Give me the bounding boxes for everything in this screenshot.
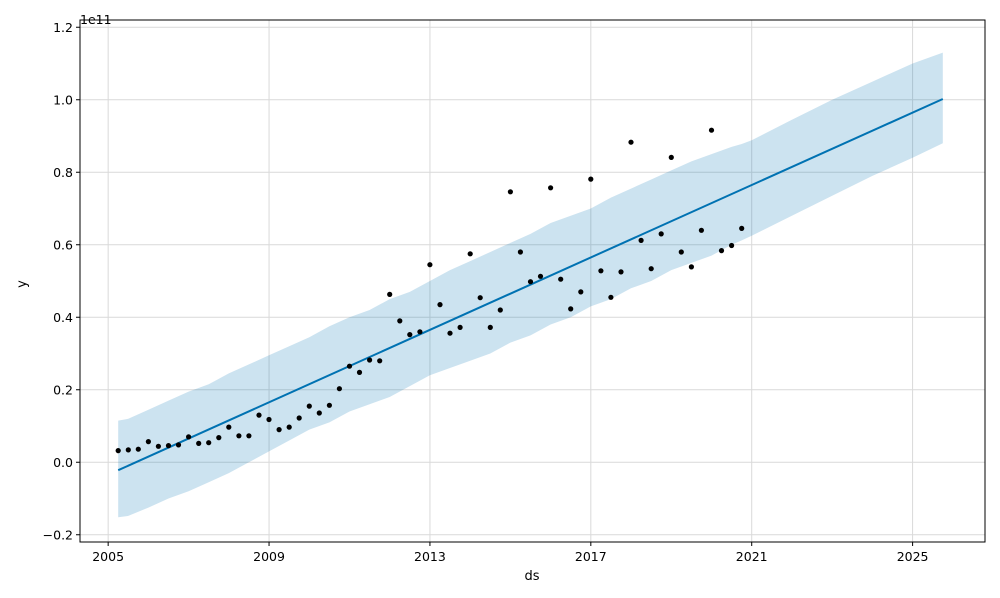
actual-point bbox=[276, 427, 282, 433]
actual-point bbox=[155, 443, 161, 449]
plot-frame bbox=[79, 19, 986, 543]
actual-point bbox=[628, 139, 634, 145]
forecast-line-group bbox=[117, 98, 944, 472]
actual-point bbox=[427, 262, 433, 268]
actual-point bbox=[618, 269, 624, 275]
y-tick-label: 0.2 bbox=[53, 382, 73, 397]
y-tick-label: 1.0 bbox=[53, 92, 73, 107]
actual-point bbox=[588, 176, 594, 182]
y-tick-label: 0.6 bbox=[53, 237, 73, 252]
actual-point bbox=[135, 446, 141, 452]
y-offset-label: 1e11 bbox=[80, 12, 112, 27]
y-tick-label: 0.8 bbox=[53, 165, 73, 180]
actual-point bbox=[507, 189, 513, 195]
actual-point bbox=[688, 264, 695, 270]
actual-point bbox=[548, 185, 554, 191]
actual-point bbox=[125, 447, 131, 453]
actual-point bbox=[718, 248, 725, 254]
actual-point bbox=[739, 225, 745, 231]
y-axis-ticks: −0.2 0.0 0.2 0.4 0.6 0.8 1.0 1.2 bbox=[43, 20, 80, 542]
actual-point bbox=[336, 386, 342, 392]
actual-point bbox=[658, 231, 664, 237]
actual-point bbox=[678, 249, 684, 255]
actual-point bbox=[598, 268, 604, 274]
actual-point bbox=[206, 440, 212, 446]
actual-point bbox=[316, 410, 322, 416]
actual-point bbox=[568, 306, 574, 312]
y-tick-label: −0.2 bbox=[43, 527, 73, 542]
actual-point bbox=[175, 442, 182, 448]
actual-point bbox=[517, 249, 524, 255]
actual-point bbox=[497, 307, 503, 313]
actual-point bbox=[377, 358, 383, 364]
actual-point bbox=[286, 424, 292, 430]
x-tick-label: 2021 bbox=[736, 549, 768, 564]
actual-point bbox=[638, 237, 644, 243]
y-tick-label: 0.4 bbox=[53, 310, 73, 325]
actual-point bbox=[467, 251, 473, 257]
actual-point bbox=[437, 302, 443, 308]
x-tick-label: 2017 bbox=[575, 549, 607, 564]
actual-point bbox=[186, 434, 192, 440]
actual-point bbox=[397, 318, 403, 324]
y-tick-label: 1.2 bbox=[53, 20, 73, 35]
actual-point bbox=[527, 279, 534, 285]
actual-point bbox=[608, 294, 614, 300]
actual-point bbox=[216, 435, 222, 441]
actual-point bbox=[648, 266, 654, 272]
actual-point bbox=[367, 357, 373, 363]
gridlines bbox=[80, 20, 985, 542]
x-tick-label: 2009 bbox=[253, 549, 285, 564]
actual-point bbox=[537, 273, 544, 279]
actual-point bbox=[578, 289, 584, 295]
actual-point bbox=[729, 242, 735, 249]
x-axis-ticks: 2005 2009 2013 2017 2021 2025 bbox=[92, 542, 929, 564]
actual-point bbox=[668, 154, 674, 160]
y-tick-label: 0.0 bbox=[53, 455, 73, 470]
actual-point bbox=[145, 439, 151, 445]
actual-points bbox=[115, 127, 745, 454]
actual-point bbox=[165, 443, 172, 449]
actual-point bbox=[558, 276, 564, 282]
actual-point bbox=[256, 412, 262, 418]
forecast-line bbox=[117, 98, 944, 472]
actual-point bbox=[356, 369, 363, 375]
x-tick-label: 2013 bbox=[414, 549, 446, 564]
actual-point bbox=[246, 433, 252, 439]
actual-point bbox=[236, 433, 242, 439]
actual-point bbox=[487, 324, 493, 330]
y-axis-label: y bbox=[15, 280, 30, 288]
actual-point bbox=[326, 402, 332, 408]
actual-point bbox=[266, 416, 272, 423]
actual-point bbox=[407, 332, 413, 338]
actual-point bbox=[387, 291, 393, 297]
x-axis-label: ds bbox=[524, 569, 539, 584]
actual-point bbox=[196, 440, 202, 446]
actual-point bbox=[417, 329, 423, 335]
x-tick-label: 2005 bbox=[92, 549, 124, 564]
actual-point bbox=[296, 415, 302, 421]
actual-point bbox=[115, 448, 121, 454]
actual-point bbox=[477, 295, 483, 301]
actual-point bbox=[306, 403, 312, 409]
actual-point bbox=[447, 330, 453, 336]
actual-point bbox=[346, 363, 353, 369]
actual-point bbox=[708, 127, 715, 133]
actual-point bbox=[226, 424, 232, 430]
actual-point bbox=[457, 324, 463, 330]
actual-point bbox=[698, 227, 705, 233]
x-tick-label: 2025 bbox=[897, 549, 929, 564]
